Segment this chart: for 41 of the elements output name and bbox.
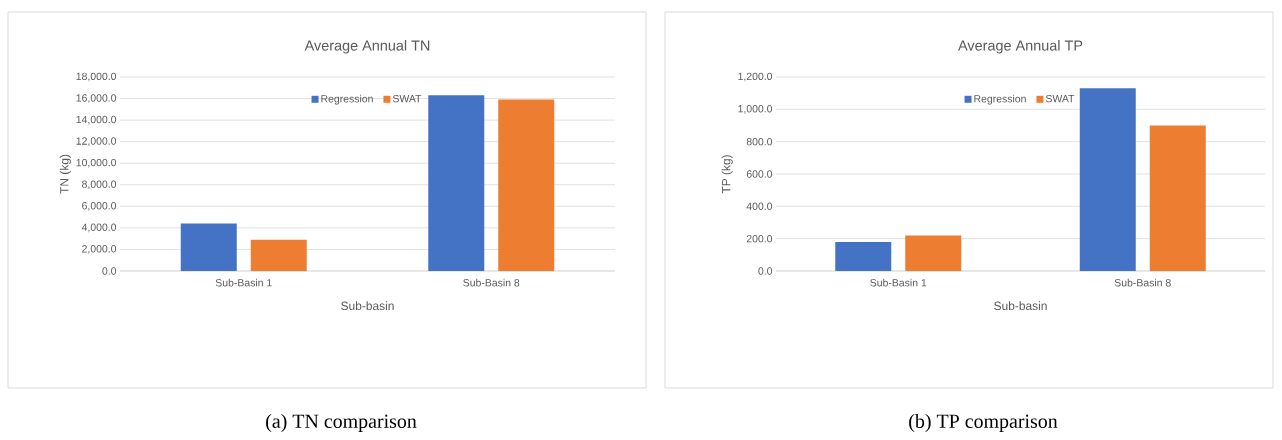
y-tick-label: 1,200.0 <box>738 72 773 82</box>
y-tick-label: 400.0 <box>746 202 773 211</box>
x-tick-label: Sub-Basin 8 <box>463 278 520 287</box>
x-tick-label: Sub-Basin 1 <box>215 278 272 287</box>
y-axis-title: TN (kg) <box>59 154 71 194</box>
y-tick-label: 12,000.0 <box>76 137 117 146</box>
y-tick-label: 1,000.0 <box>738 105 773 114</box>
chart-title: Average Annual TN <box>304 40 430 54</box>
text: (b) TP comparison <box>909 413 1058 433</box>
y-tick-label: 8,000.0 <box>82 180 117 190</box>
legend-label: SWAT <box>392 94 422 103</box>
y-tick-label: 600.0 <box>746 170 773 178</box>
x-axis-title: Sub-basin <box>994 301 1047 311</box>
y-tick-label: 4,000.0 <box>81 223 117 233</box>
bar <box>1079 88 1136 271</box>
bar <box>498 99 555 271</box>
x-tick-label: Sub-Basin 1 <box>870 278 927 287</box>
legend-label: Regression <box>974 94 1026 105</box>
x-tick-label: Sub-Basin 8 <box>1114 278 1171 287</box>
y-tick-label: 2,000.0 <box>82 245 117 254</box>
legend-label: SWAT <box>1045 94 1075 103</box>
bar <box>1149 125 1206 271</box>
bar <box>905 235 962 271</box>
bar <box>835 241 892 271</box>
y-tick-label: 0.0 <box>102 267 117 275</box>
text: (a) TN comparison <box>266 413 417 433</box>
y-tick-label: 16,000.0 <box>76 94 117 103</box>
y-tick-label: 14,000.0 <box>76 115 117 125</box>
y-tick-label: 10,000.0 <box>76 158 117 168</box>
y-tick-label: 18,000.0 <box>76 72 117 82</box>
bar <box>250 239 307 271</box>
y-axis-title: TP (kg) <box>721 155 733 194</box>
bar <box>428 95 485 271</box>
y-tick-label: 200.0 <box>746 234 773 243</box>
y-tick-label: 6,000.0 <box>82 202 117 211</box>
x-axis-title: Sub-basin <box>341 301 394 311</box>
bar <box>180 223 237 271</box>
legend-label: Regression <box>321 94 373 105</box>
y-tick-label: 800.0 <box>746 137 773 146</box>
chart-title: Average Annual TP <box>958 40 1083 54</box>
y-tick-label: 0.0 <box>758 267 773 275</box>
